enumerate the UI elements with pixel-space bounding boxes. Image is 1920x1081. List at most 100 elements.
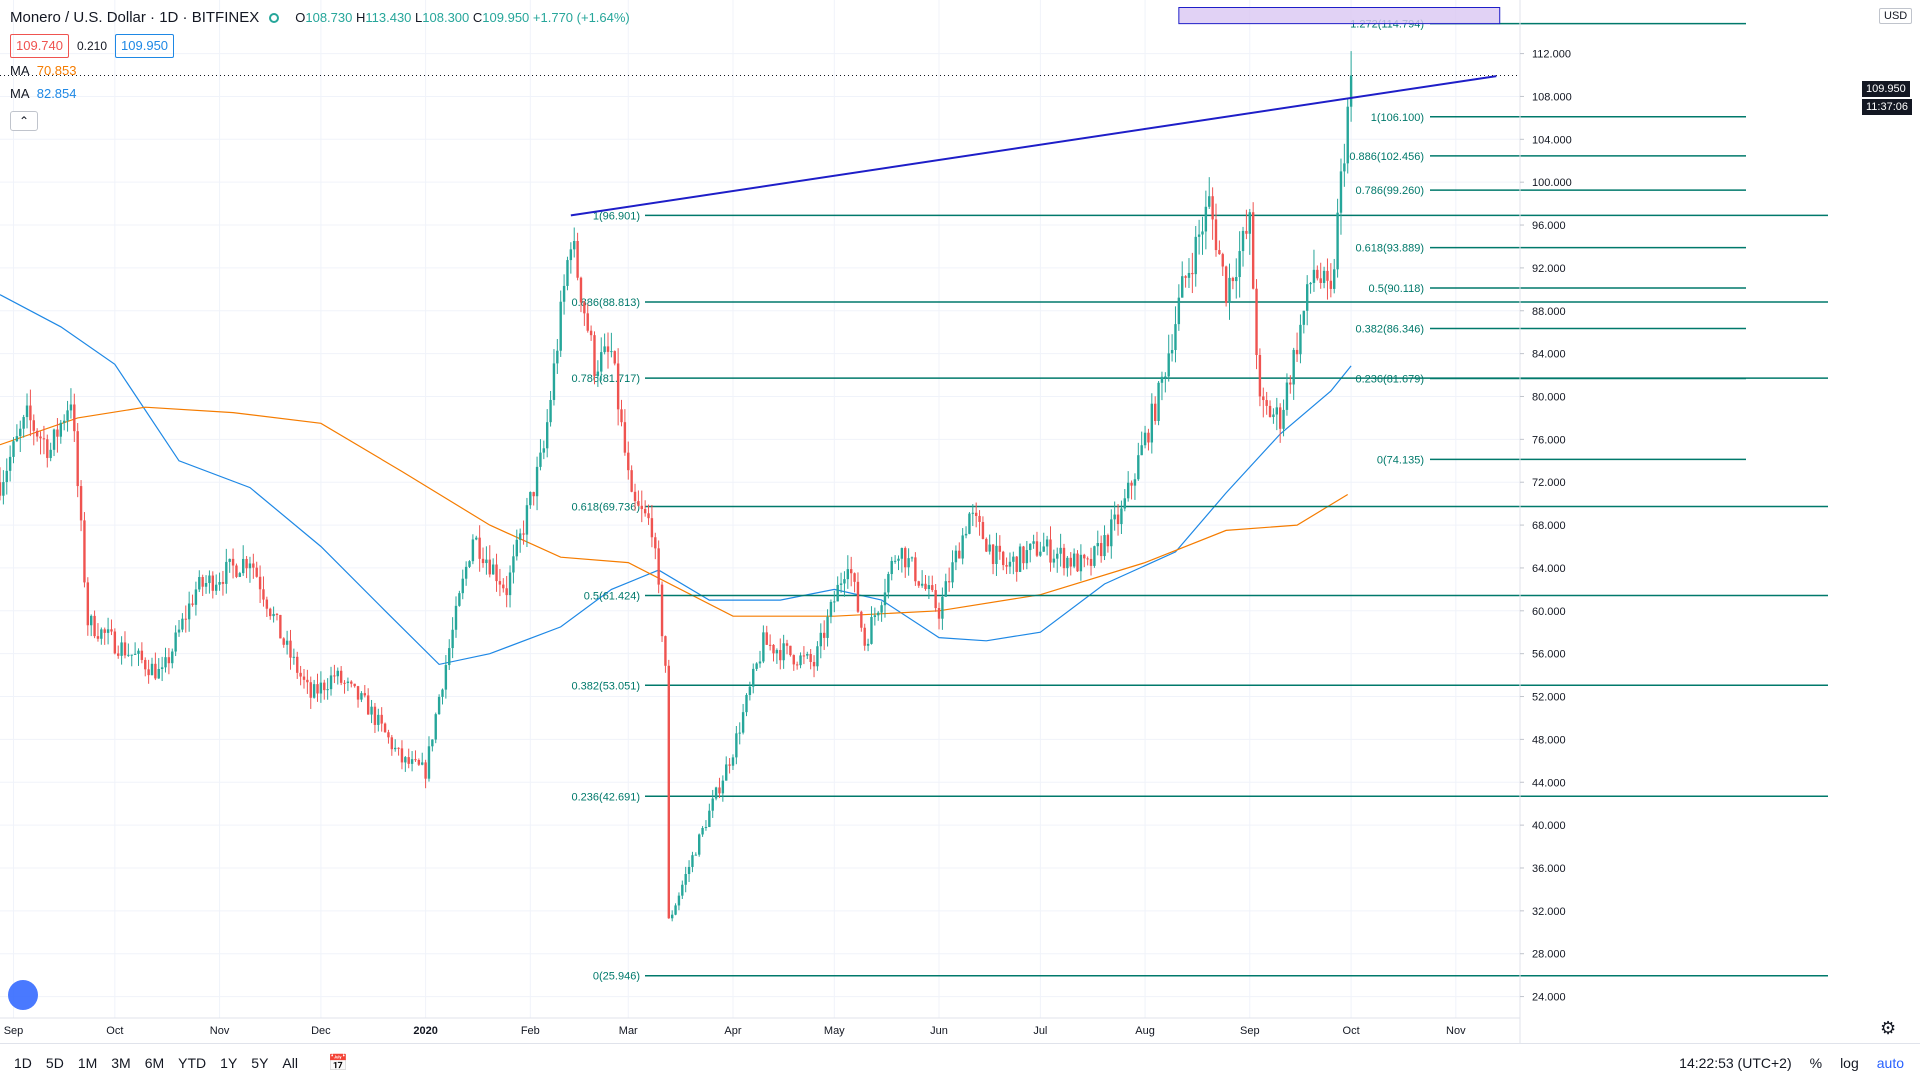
settings-gear-icon[interactable]: ⚙ (1880, 1018, 1897, 1038)
timeframe-1y[interactable]: 1Y (220, 1054, 238, 1071)
timeframe-all[interactable]: All (282, 1054, 298, 1071)
candle-body (177, 629, 181, 633)
candle-body (836, 584, 839, 602)
candle-body (698, 834, 701, 855)
candle-body (522, 533, 525, 535)
auto-scale-toggle[interactable]: auto (1876, 1054, 1904, 1071)
candle-body (49, 449, 52, 458)
timeframe-1m[interactable]: 1M (77, 1054, 98, 1071)
candle-body (69, 404, 73, 411)
candle-body (377, 714, 380, 725)
candle-body (373, 706, 377, 725)
ma-fast-legend[interactable]: MA 82.854 (10, 86, 77, 101)
legend-collapse-button[interactable]: ⌃ (10, 111, 38, 131)
timeframe-ytd[interactable]: YTD (178, 1054, 207, 1071)
candle-body (1103, 535, 1106, 557)
candle-body (171, 651, 174, 664)
timeframe-3m[interactable]: 3M (111, 1054, 131, 1071)
candle-body (454, 605, 458, 630)
candle-body (1012, 556, 1015, 562)
candle-body (748, 686, 752, 695)
candle-body (56, 429, 59, 437)
price-tick-label: 60.000 (1532, 606, 1566, 618)
time-tick-label: 2020 (413, 1025, 437, 1037)
candle-body (1278, 407, 1282, 429)
price-axis: 112.000 108.000 104.000 100.000 96.000 92.000… (1519, 0, 1572, 1043)
change-value: +1.770 (+1.64%) (532, 10, 630, 25)
candle-body (52, 429, 56, 450)
candle-body (25, 405, 29, 418)
candle-body (400, 748, 404, 763)
target-zone-box (1178, 7, 1501, 25)
candle-body (1191, 272, 1194, 275)
candle-body (931, 585, 934, 591)
bar-countdown: 11:37:06 (1862, 99, 1913, 115)
timeframe-5d[interactable]: 5D (45, 1054, 64, 1071)
candle-body (198, 577, 201, 590)
candle-body (1251, 212, 1255, 289)
candle-body (589, 330, 593, 336)
chart-legend: Monero / U.S. Dollar · 1D · BITFINEX O10… (10, 8, 630, 104)
candle-body (323, 682, 326, 691)
candle-body (654, 537, 657, 549)
candle-body (231, 558, 235, 566)
moving-averages (0, 294, 1352, 666)
timeframe-6m[interactable]: 6M (144, 1054, 165, 1071)
candle-body (1113, 514, 1116, 520)
candle-body (1346, 106, 1349, 164)
candle-body (995, 545, 998, 564)
candle-body (214, 584, 218, 591)
candle-body (924, 583, 927, 590)
time-axis: Sep Oct Nov Dec 2020 Feb Mar Apr May Jun Jul Aug Sep… (0, 1017, 1520, 1037)
candle-body (1316, 269, 1319, 279)
symbol-status-icon[interactable] (269, 13, 280, 23)
percent-scale-toggle[interactable]: % (1809, 1054, 1823, 1071)
price-tick-label: 48.000 (1532, 734, 1566, 746)
price-tick-label: 56.000 (1532, 649, 1566, 661)
candle-body (549, 399, 552, 423)
candle-body (1069, 557, 1072, 567)
candle-body (471, 539, 475, 562)
candle-body (914, 557, 917, 582)
candle-body (633, 491, 637, 502)
ask-price-box[interactable]: 109.950 (115, 34, 175, 58)
candle-body (822, 632, 826, 638)
log-scale-toggle[interactable]: log (1840, 1054, 1859, 1071)
timeframe-selector: 1D 5D 1M 3M 6M YTD 1Y 5Y All (14, 1055, 298, 1071)
candle-body (843, 579, 846, 584)
fib-level-label: 1(96.901) (593, 210, 640, 222)
candle-body (1272, 414, 1275, 418)
price-tick-label: 112.000 (1532, 49, 1571, 61)
candle-body (779, 650, 782, 661)
candle-body (904, 548, 907, 568)
candle-body (302, 676, 306, 680)
goto-date-icon[interactable]: 📅 (327, 1054, 348, 1072)
candle-body (816, 646, 819, 667)
bid-price-box[interactable]: 109.740 (10, 34, 69, 58)
tradingview-logo-icon[interactable] (8, 980, 38, 1010)
price-chart[interactable]: 1(96.901) 0.886(88.813) 0.786(81.717) 0.618… (0, 0, 1920, 1043)
candle-body (505, 588, 508, 596)
candle-body (1018, 546, 1022, 572)
candle-body (1089, 558, 1093, 566)
candle-body (870, 617, 873, 644)
candle-body (660, 584, 664, 637)
candle-body (1099, 543, 1103, 557)
ma-slow-legend[interactable]: MA 70.853 (10, 63, 77, 78)
currency-label[interactable]: USD (1879, 8, 1913, 24)
candle-body (586, 313, 589, 331)
candle-body (181, 618, 184, 630)
candle-body (62, 420, 66, 423)
symbol-title[interactable]: Monero / U.S. Dollar · 1D · BITFINEX (10, 9, 260, 26)
candle-body (951, 562, 954, 583)
timeframe-1d[interactable]: 1D (14, 1054, 32, 1071)
candle-body (1238, 251, 1241, 278)
timeframe-5y[interactable]: 5Y (251, 1054, 269, 1071)
candle-body (883, 592, 887, 606)
candle-body (1032, 541, 1035, 544)
candle-body (910, 557, 914, 559)
candle-body (404, 757, 407, 763)
clock-display[interactable]: 14:22:53 (UTC+2) (1679, 1054, 1792, 1071)
candle-body (346, 681, 350, 683)
candle-body (1306, 284, 1309, 311)
